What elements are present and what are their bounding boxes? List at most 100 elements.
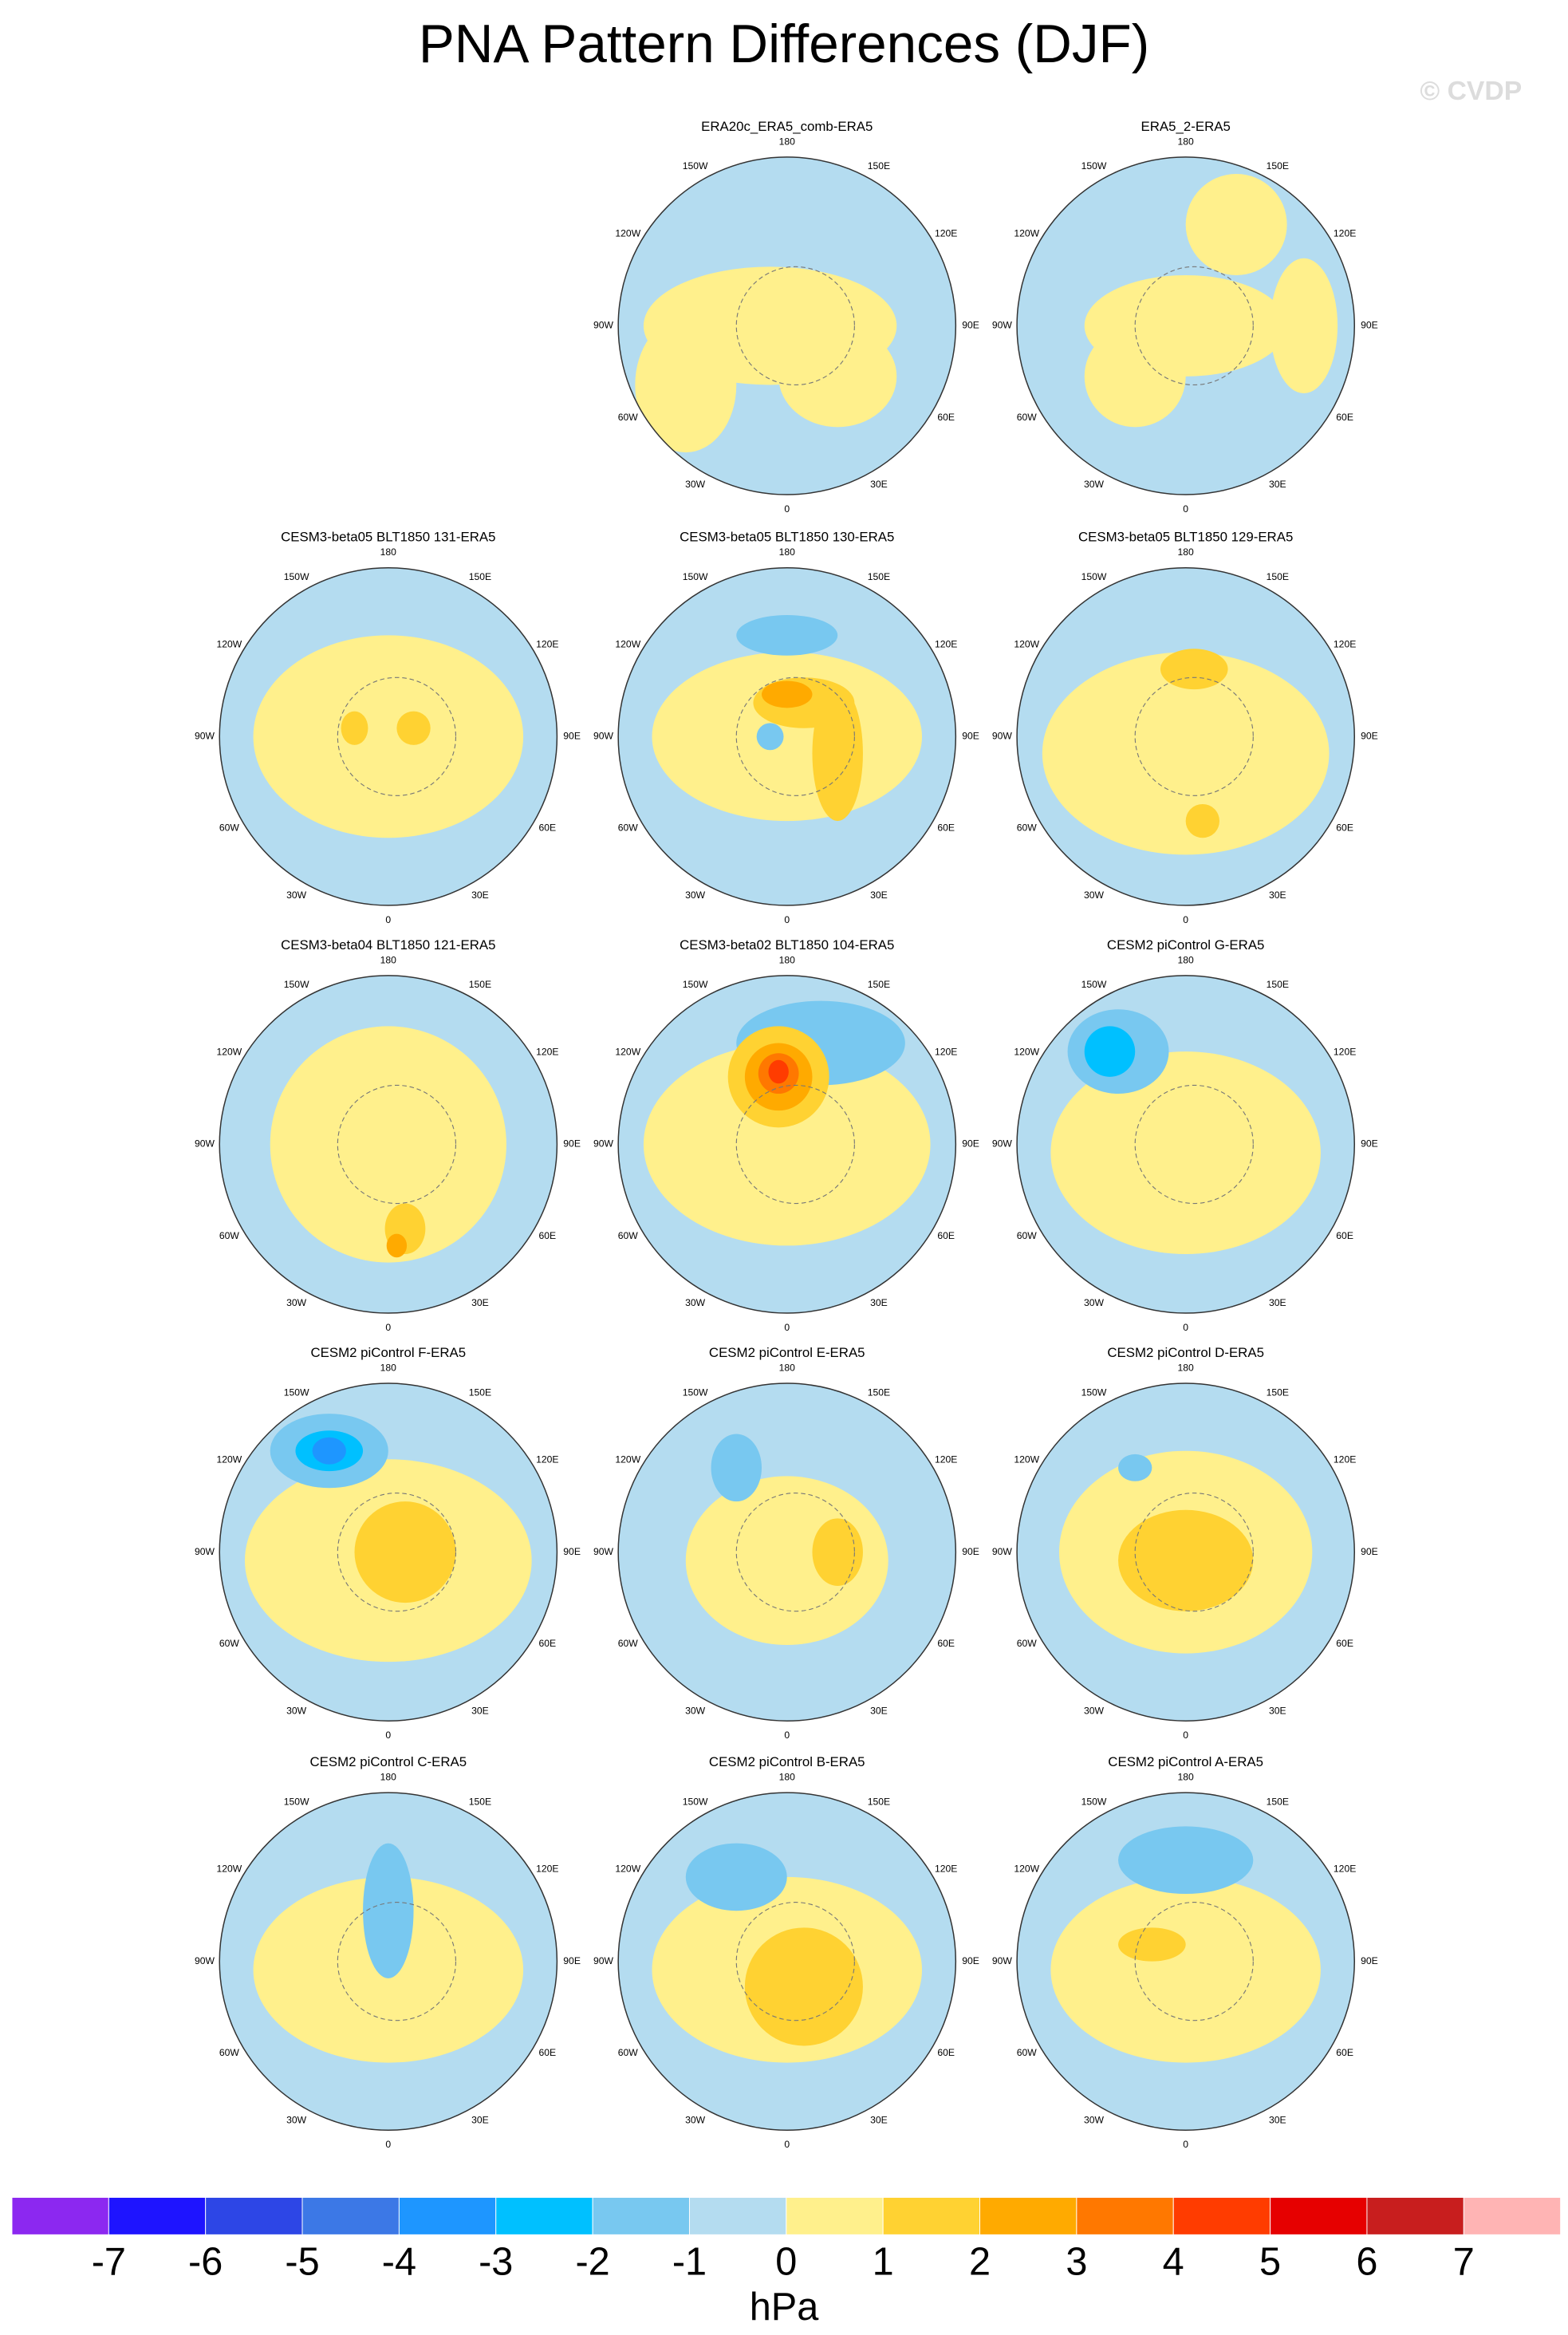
field-contour — [1050, 1051, 1321, 1255]
longitude-label: 60W — [219, 2047, 240, 2058]
map-field — [1017, 1383, 1355, 1722]
longitude-label: 150W — [683, 979, 708, 990]
panel-title: CESM2 piControl F-ERA5 — [310, 1345, 466, 1360]
longitude-label: 30E — [471, 1705, 489, 1716]
map-field — [618, 975, 956, 1314]
panel-title: CESM3-beta05 BLT1850 129-ERA5 — [1078, 530, 1293, 545]
longitude-label: 60E — [1336, 1230, 1353, 1241]
colorbar-tick-label: -6 — [188, 2241, 223, 2284]
longitude-label: 120W — [1014, 1454, 1039, 1465]
longitude-label: 60W — [1017, 2047, 1038, 2058]
longitude-label: 30W — [685, 889, 706, 901]
map-field — [1017, 156, 1355, 495]
colorbar-box — [11, 2197, 109, 2235]
panel-title: CESM3-beta05 BLT1850 131-ERA5 — [281, 530, 495, 545]
longitude-label: 120W — [615, 638, 640, 649]
colorbar-box — [108, 2197, 207, 2235]
coastline — [1134, 266, 1254, 386]
longitude-label: 180 — [779, 546, 796, 558]
longitude-label: 120W — [615, 1454, 640, 1465]
longitude-label: 90W — [593, 1955, 614, 1966]
longitude-label: 60E — [937, 1230, 955, 1241]
colorbar-box — [495, 2197, 593, 2235]
colorbar-tick-label: 1 — [873, 2241, 894, 2284]
longitude-label: 90E — [962, 320, 979, 331]
longitude-label: 120W — [615, 1047, 640, 1058]
map-field — [219, 567, 557, 905]
longitude-label: 30E — [870, 2114, 888, 2125]
longitude-label: 0 — [1183, 503, 1188, 515]
longitude-label: 60E — [538, 1638, 556, 1649]
longitude-label: 150W — [1081, 571, 1107, 582]
field-contour — [812, 1518, 863, 1586]
field-contour — [812, 685, 863, 822]
coastline — [1134, 1084, 1254, 1205]
longitude-label: 150W — [1081, 1796, 1107, 1807]
longitude-label: 150W — [284, 1386, 309, 1398]
longitude-label: 180 — [1178, 1363, 1195, 1374]
colorbar-box — [1270, 2197, 1368, 2235]
longitude-label: 0 — [784, 1322, 790, 1333]
longitude-label: 60W — [618, 822, 639, 834]
longitude-label: 30W — [685, 479, 706, 490]
field-contour — [744, 1927, 863, 2046]
longitude-label: 60E — [1336, 822, 1353, 834]
longitude-label: 60E — [1336, 2047, 1353, 2058]
coastline — [1134, 676, 1254, 796]
longitude-label: 180 — [1178, 546, 1195, 558]
field-contour — [635, 317, 737, 453]
colorbar-box — [398, 2197, 497, 2235]
field-contour — [1118, 1453, 1152, 1481]
longitude-label: 90W — [195, 1138, 215, 1150]
longitude-label: 0 — [1183, 2139, 1188, 2150]
map-panel: CESM2 piControl E-ERA5 180 150E 120E 90E 60E 3… — [593, 1345, 979, 1741]
longitude-label: 150W — [683, 1796, 708, 1807]
panel-title: ERA20c_ERA5_comb-ERA5 — [701, 119, 873, 134]
longitude-label: 60E — [937, 822, 955, 834]
longitude-label: 120E — [536, 1047, 558, 1058]
longitude-label: 120E — [536, 638, 558, 649]
longitude-label: 180 — [380, 954, 397, 965]
longitude-label: 90W — [992, 1138, 1013, 1150]
longitude-label: 30W — [685, 1297, 706, 1308]
field-contour — [1185, 173, 1287, 275]
longitude-label: 90W — [992, 731, 1013, 742]
longitude-label: 30W — [1084, 2114, 1105, 2125]
colorbar-box — [1172, 2197, 1271, 2235]
longitude-label: 60W — [1017, 1638, 1038, 1649]
longitude-label: 30E — [870, 1297, 888, 1308]
longitude-label: 90E — [962, 1955, 979, 1966]
longitude-label: 60E — [538, 822, 556, 834]
longitude-label: 120E — [935, 1454, 957, 1465]
map-border — [219, 566, 558, 906]
panel-title: CESM2 piControl E-ERA5 — [709, 1345, 865, 1360]
map-field — [1017, 567, 1355, 905]
field-contour — [1270, 258, 1338, 394]
map-panel: CESM2 piControl C-ERA5 180 150E 120E 90E 60E 3… — [195, 1754, 581, 2150]
longitude-label: 120W — [615, 227, 640, 239]
longitude-label: 90E — [1361, 1138, 1378, 1150]
map-panel: ERA20c_ERA5_comb-ERA5 180 150E 120E 90E 60E 30… — [593, 119, 979, 515]
longitude-label: 120E — [536, 1454, 558, 1465]
longitude-label: 90E — [1361, 320, 1378, 331]
map-border — [219, 1382, 558, 1722]
longitude-label: 120E — [935, 227, 957, 239]
longitude-label: 30W — [1084, 1705, 1105, 1716]
longitude-label: 30E — [1269, 889, 1286, 901]
longitude-label: 90W — [593, 1546, 614, 1557]
field-contour — [1084, 325, 1186, 428]
map-field — [618, 567, 956, 905]
longitude-label: 120W — [216, 1047, 242, 1058]
colorbar-tick-label: 6 — [1356, 2241, 1377, 2284]
longitude-label: 0 — [385, 1730, 391, 1741]
colorbar-box — [592, 2197, 690, 2235]
longitude-label: 150E — [469, 571, 491, 582]
coastline — [1134, 1902, 1254, 2021]
colorbar-box — [1076, 2197, 1174, 2235]
longitude-label: 30W — [1084, 1297, 1105, 1308]
longitude-label: 150W — [1081, 160, 1107, 172]
watermark: © CVDP — [1420, 76, 1522, 106]
